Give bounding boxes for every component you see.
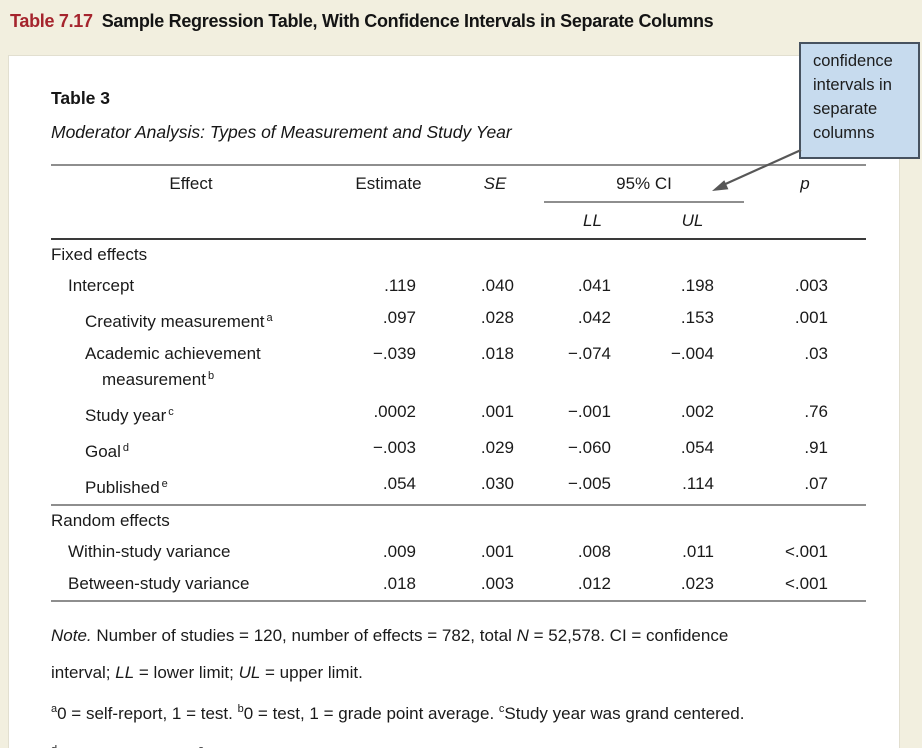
row-label-line2: measurement [102, 370, 206, 389]
cell-estimate: .097 [382, 308, 416, 327]
table-row-creativity-measurement: Creativity measurement a .097 .028 .042 .… [51, 302, 866, 338]
cell-ll: −.005 [567, 474, 611, 493]
row-label: Study year [85, 406, 167, 425]
section-header-fixed-effects: Fixed effects [51, 239, 866, 270]
table-header-row: Effect Estimate SE 95% CI p [51, 165, 866, 240]
table-subheader-row: LL UL [51, 202, 866, 240]
cell-p: .003 [794, 276, 828, 295]
cell-ul: .023 [680, 574, 714, 593]
footnote-marker: d [122, 442, 130, 454]
table-title: Moderator Analysis: Types of Measurement… [51, 122, 512, 142]
header-ul: UL [641, 202, 744, 240]
section-header-random-effects: Random effects [51, 504, 866, 536]
header-ll: LL [544, 202, 641, 240]
row-label: Between-study variance [68, 574, 250, 593]
header-se: SE [446, 165, 544, 240]
cell-se: .040 [480, 276, 514, 295]
cell-p: .03 [804, 344, 828, 363]
section-label: Random effects [51, 504, 866, 536]
cell-estimate: .0002 [373, 402, 416, 421]
table-footnote-de: d0 = other, 1 = yes. e0 = no, 1 = yes. [51, 732, 883, 748]
table-footnote-abc: a0 = self-report, 1 = test. b0 = test, 1… [51, 703, 745, 723]
cell-ll: .008 [577, 542, 611, 561]
cell-estimate: .018 [382, 574, 416, 593]
table-row-intercept: Intercept .119 .040 .041 .198 .003 [51, 270, 866, 302]
figure-title: Sample Regression Table, With Confidence… [101, 10, 714, 31]
cell-se: .001 [480, 542, 514, 561]
cell-ul: .114 [682, 474, 714, 493]
row-label: Creativity measurement [85, 312, 265, 331]
cell-ll: −.001 [567, 402, 611, 421]
header-effect: Effect [51, 165, 331, 240]
table-row-within-study-variance: Within-study variance .009 .001 .008 .01… [51, 536, 866, 568]
callout-box: confidence intervals in separate columns [799, 42, 920, 159]
header-95ci: 95% CI [544, 165, 744, 203]
cell-p: .07 [804, 474, 828, 493]
cell-estimate: −.039 [372, 344, 416, 363]
cell-estimate: .054 [382, 474, 416, 493]
cell-estimate: −.003 [372, 438, 416, 457]
table-number: Table 3 [51, 88, 111, 108]
cell-estimate: .119 [384, 276, 416, 295]
cell-se: .001 [480, 402, 514, 421]
row-label: Within-study variance [68, 542, 231, 561]
section-label: Fixed effects [51, 245, 148, 264]
cell-p: <.001 [784, 574, 828, 593]
figure-caption: Table 7.17 Sample Regression Table, With… [0, 0, 922, 42]
cell-p: .76 [804, 402, 828, 421]
cell-p: .001 [794, 308, 828, 327]
cell-ll: −.074 [567, 344, 611, 363]
cell-se: .030 [480, 474, 514, 493]
footnote-marker: e [161, 478, 168, 490]
cell-ll: .041 [577, 276, 611, 295]
cell-ll: −.060 [567, 438, 611, 457]
table-note: Note. Number of studies = 120, number of… [51, 626, 729, 682]
cell-estimate: .009 [382, 542, 416, 561]
table-row-between-study-variance: Between-study variance .018 .003 .012 .0… [51, 568, 866, 601]
cell-se: .018 [480, 344, 514, 363]
table-row-academic-achievement: Academic achievement measurement b −.039 .… [51, 338, 866, 396]
table-panel: Table 3 Moderator Analysis: Types of Mea… [8, 55, 900, 748]
cell-se: .029 [480, 438, 514, 457]
row-label: Goal [85, 442, 121, 461]
cell-ul: −.004 [670, 344, 714, 363]
cell-p: <.001 [784, 542, 828, 561]
table-row-goal: Goal d −.003 .029 −.060 .054 .91 [51, 432, 866, 468]
row-label: Academic achievement [85, 344, 261, 363]
figure-number: Table 7.17 [10, 10, 93, 31]
row-label: Published [85, 478, 160, 497]
header-estimate: Estimate [331, 165, 446, 240]
row-label: Intercept [68, 276, 135, 295]
table-row-study-year: Study year c .0002 .001 −.001 .002 .76 [51, 396, 866, 432]
cell-se: .003 [480, 574, 514, 593]
header-p: p [744, 165, 866, 240]
regression-table: Effect Estimate SE 95% CI p LL UL Fixed … [51, 164, 866, 602]
footnote-marker: a [266, 312, 273, 324]
footnote-marker: c [168, 406, 174, 418]
table-row-published: Published e .054 .030 −.005 .114 .07 [51, 468, 866, 505]
cell-ul: .011 [682, 542, 714, 561]
callout-arrow-icon [712, 148, 802, 191]
cell-ll: .042 [577, 308, 611, 327]
cell-ul: .153 [680, 308, 714, 327]
cell-p: .91 [804, 438, 828, 457]
cell-ul: .198 [680, 276, 714, 295]
cell-se: .028 [480, 308, 514, 327]
cell-ul: .054 [680, 438, 714, 457]
cell-ul: .002 [680, 402, 714, 421]
footnote-marker: b [207, 370, 215, 382]
callout-text: confidence intervals in separate columns [813, 52, 893, 142]
cell-ll: .012 [577, 574, 611, 593]
